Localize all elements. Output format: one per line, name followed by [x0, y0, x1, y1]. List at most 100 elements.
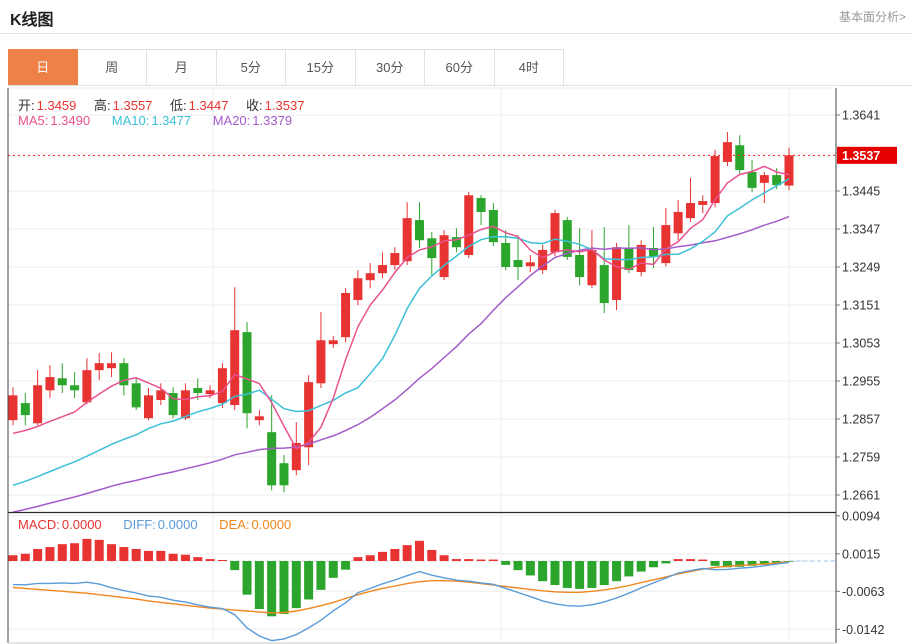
candle-body [612, 247, 622, 300]
macd-histogram-bar [328, 561, 338, 578]
macd-histogram-bar [217, 560, 227, 561]
candle-body [8, 395, 18, 421]
macd-histogram-bar [599, 561, 609, 586]
macd-histogram-bar [451, 559, 461, 561]
macd-histogram-bar [8, 555, 18, 561]
macd-histogram-bar [168, 553, 178, 561]
candle-body [70, 385, 80, 391]
candle-body [439, 235, 449, 278]
candle-body [661, 225, 671, 264]
candle-body [304, 382, 314, 448]
candle-body [57, 378, 67, 386]
macd-axis-label: -0.0063 [842, 585, 884, 599]
current-price-tag [837, 146, 897, 164]
macd-histogram-bar [353, 557, 363, 561]
macd-histogram-bar [267, 561, 277, 617]
macd-histogram-bar [427, 549, 437, 561]
macd-histogram-bar [291, 561, 301, 609]
candle-body [649, 248, 659, 257]
candle-body [45, 377, 55, 391]
candle-body [205, 390, 215, 395]
macd-histogram-bar [378, 551, 388, 561]
tab-4时[interactable]: 4时 [494, 49, 564, 85]
macd-histogram-bar [698, 559, 708, 561]
candle-body [107, 363, 117, 369]
y-axis-label: 1.2955 [842, 375, 880, 389]
candle-body [501, 242, 511, 267]
candle-body [747, 172, 757, 188]
macd-histogram-bar [464, 559, 474, 561]
candle-body [267, 432, 277, 486]
candle-body [427, 238, 437, 259]
candle-body [279, 463, 289, 486]
macd-histogram-bar [254, 561, 264, 610]
candle-body [587, 249, 597, 286]
candle-body [599, 265, 609, 304]
y-axis-label: 1.3641 [842, 109, 880, 123]
tab-30分[interactable]: 30分 [355, 49, 425, 85]
candle-body [550, 213, 560, 253]
macd-histogram-bar [624, 561, 634, 577]
macd-histogram-bar [414, 540, 424, 561]
current-price-tag-label: 1.3537 [842, 149, 880, 163]
macd-histogram-bar [143, 550, 153, 561]
candle-body [722, 142, 732, 162]
candle-body [316, 340, 326, 384]
candle-body [562, 220, 572, 257]
macd-axis-label: -0.0142 [842, 623, 884, 637]
candle-body [143, 395, 153, 419]
tab-5分[interactable]: 5分 [216, 49, 286, 85]
y-axis-label: 1.3053 [842, 337, 880, 351]
candle-body [341, 292, 351, 338]
candle-body [242, 332, 252, 414]
macd-histogram-bar [341, 561, 351, 570]
candle-body [402, 218, 412, 262]
y-axis-label: 1.3445 [842, 185, 880, 199]
macd-histogram-bar [649, 561, 659, 568]
candle-body [94, 363, 104, 371]
macd-histogram-bar [180, 554, 190, 561]
macd-axis-label: 0.0015 [842, 547, 880, 561]
macd-histogram-bar [661, 561, 671, 564]
tab-15分[interactable]: 15分 [286, 49, 356, 85]
candle-body [414, 220, 424, 241]
ma10-line [12, 178, 790, 487]
candle-body [156, 390, 166, 400]
macd-histogram-bar [612, 561, 622, 582]
candle-body [698, 201, 708, 205]
y-axis-label: 1.3151 [842, 299, 880, 313]
macd-histogram-bar [20, 553, 30, 561]
tab-日[interactable]: 日 [8, 49, 78, 85]
macd-histogram-bar [488, 559, 498, 561]
candle-body [378, 265, 388, 274]
macd-histogram-bar [575, 561, 585, 589]
macd-histogram-bar [304, 561, 314, 600]
macd-histogram-bar [205, 559, 215, 561]
macd-histogram-bar [685, 559, 695, 561]
interval-tabs: 日周月 5分 15分 30分 60分 4时 [8, 49, 912, 86]
macd-histogram-bar [673, 559, 683, 561]
macd-histogram-bar [501, 561, 511, 565]
candle-body [451, 237, 461, 248]
tab-月[interactable]: 月 [147, 49, 217, 85]
y-axis-label: 1.3347 [842, 223, 880, 237]
dea-line [12, 561, 790, 614]
tab-60分[interactable]: 60分 [425, 49, 495, 85]
ma5-line [12, 165, 790, 450]
y-axis-label: 1.3249 [842, 261, 880, 275]
macd-histogram-bar [562, 561, 572, 588]
fundamental-analysis-link[interactable]: 基本面分析> [838, 10, 906, 24]
macd-histogram-bar [57, 544, 67, 561]
candle-body [513, 260, 523, 267]
macd-histogram-bar [439, 555, 449, 561]
macd-histogram-bar [33, 548, 43, 561]
candle-body [20, 403, 30, 416]
macd-histogram-bar [710, 561, 720, 566]
macd-histogram-bar [747, 561, 757, 566]
header-divider [0, 33, 912, 34]
macd-histogram-bar [365, 555, 375, 561]
candle-body [710, 156, 720, 204]
tab-周[interactable]: 周 [77, 49, 147, 85]
